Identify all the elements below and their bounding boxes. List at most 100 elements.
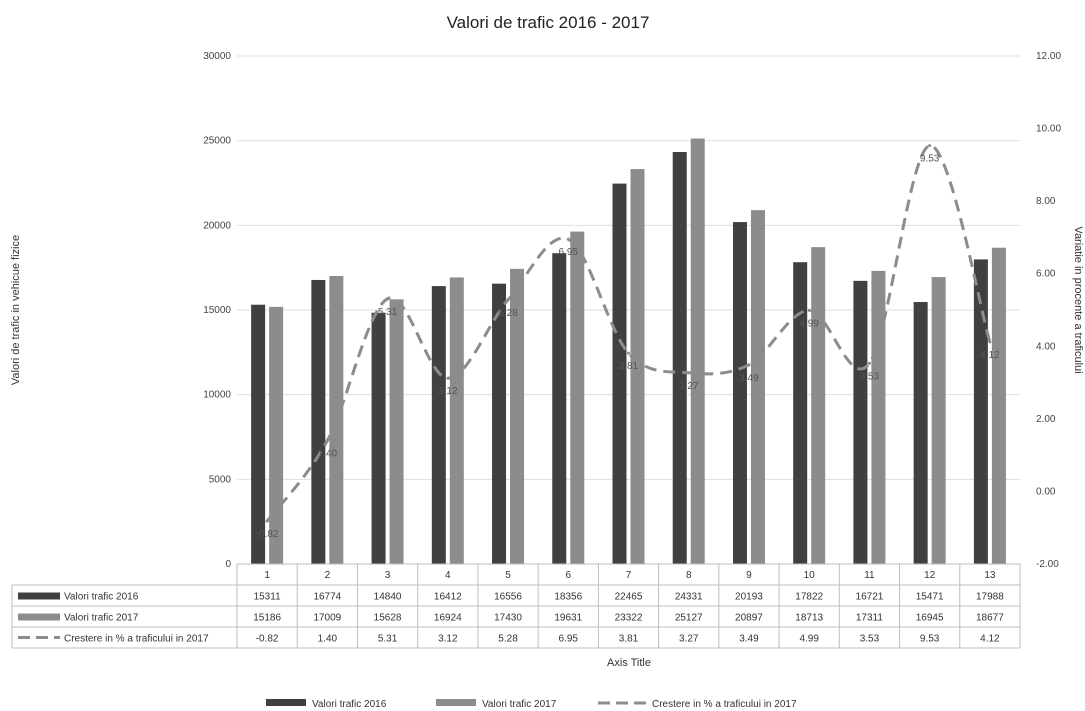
category-label: 2 <box>325 570 331 581</box>
table-cell: 4.12 <box>980 634 1000 645</box>
legend-label: Valori trafic 2017 <box>482 699 557 710</box>
y-tick-label: 25000 <box>203 136 231 147</box>
line-point <box>747 363 751 367</box>
bar <box>612 183 627 565</box>
table-cell: 16945 <box>916 613 944 624</box>
left-axis: 0 5000 10000 15000 20000 25000 30000 <box>203 51 231 570</box>
bar-series <box>251 138 1006 565</box>
line-point <box>988 340 992 344</box>
bar <box>913 302 928 564</box>
bar <box>552 253 567 564</box>
line-point <box>807 308 811 312</box>
table-cell: 15471 <box>916 592 944 603</box>
bar <box>449 277 464 564</box>
line-point <box>325 439 329 443</box>
table-cell: -0.82 <box>256 634 279 645</box>
table-cell: 1.40 <box>318 634 338 645</box>
y2-tick-label: 0.00 <box>1036 486 1056 497</box>
table-legend-key <box>18 613 60 621</box>
line-point-label: 5.31 <box>378 307 398 318</box>
line-point-label: 5.28 <box>498 308 518 319</box>
category-label: 9 <box>746 570 752 581</box>
table-cell: 17311 <box>856 613 884 624</box>
line-point-label: 3.81 <box>619 361 639 372</box>
category-label: 13 <box>984 570 996 581</box>
y2-tick-label: 4.00 <box>1036 341 1056 352</box>
table-cell: 25127 <box>675 613 703 624</box>
bar <box>672 151 687 565</box>
line-point-label: 1.40 <box>318 449 338 460</box>
y-tick-label: 30000 <box>203 51 231 62</box>
x-axis-label: Axis Title <box>607 657 651 669</box>
category-label: 10 <box>804 570 816 581</box>
table-cell: 17988 <box>976 592 1004 603</box>
table-cell: 17430 <box>494 613 522 624</box>
y2-tick-label: -2.00 <box>1036 559 1059 570</box>
line-point <box>627 351 630 355</box>
table-cell: 15628 <box>374 613 402 624</box>
table-cell: 9.53 <box>920 634 940 645</box>
table-cell: 3.49 <box>739 634 759 645</box>
line-point <box>566 237 570 241</box>
line-point <box>928 144 932 148</box>
y-tick-label: 5000 <box>209 474 232 485</box>
y-tick-label: 10000 <box>203 390 231 401</box>
bar <box>690 138 705 565</box>
table-cell: 24331 <box>675 592 703 603</box>
table-cell: 15186 <box>253 613 281 624</box>
line-point-label: 3.12 <box>438 386 458 397</box>
table-cell: 3.81 <box>619 634 639 645</box>
table-cell: 3.53 <box>860 634 880 645</box>
y2-tick-label: 12.00 <box>1036 51 1061 62</box>
table-cell: 16924 <box>434 613 462 624</box>
bar <box>871 270 886 564</box>
table-series-name: Valori trafic 2016 <box>64 592 139 603</box>
table-cell: 5.31 <box>378 634 398 645</box>
bar-series-1 <box>251 151 988 565</box>
category-label: 12 <box>924 570 936 581</box>
bar <box>991 247 1006 564</box>
bar <box>811 247 826 564</box>
bar <box>269 306 284 564</box>
table-cell: 20193 <box>735 592 763 603</box>
bar <box>492 283 507 564</box>
table-series-name: Valori trafic 2017 <box>64 613 139 624</box>
table-cell: 20897 <box>735 613 763 624</box>
table-cell: 5.28 <box>498 634 518 645</box>
bar <box>853 280 868 564</box>
y-tick-label: 20000 <box>203 220 231 231</box>
table-cell: 15311 <box>254 592 282 603</box>
line-point-label: 3.27 <box>679 381 699 392</box>
category-label: 8 <box>686 570 692 581</box>
category-label: 4 <box>445 570 451 581</box>
table-cell: 23322 <box>615 613 643 624</box>
category-label: 11 <box>864 570 875 581</box>
right-axis: -2.00 0.00 2.00 4.00 6.00 8.00 10.00 12.00 <box>1036 51 1061 570</box>
table-cell: 14840 <box>374 592 402 603</box>
table-cell: 4.99 <box>799 634 819 645</box>
table-cell: 19631 <box>554 613 582 624</box>
bar <box>389 299 404 564</box>
bar <box>251 304 266 564</box>
bar <box>510 268 525 564</box>
legend-label: Crestere in % a traficului in 2017 <box>652 699 797 710</box>
line-point-label: 6.95 <box>559 247 579 258</box>
y-tick-label: 15000 <box>203 305 231 316</box>
category-label: 6 <box>565 570 571 581</box>
bar <box>931 277 946 564</box>
table-cell: 16412 <box>434 592 462 603</box>
table-cell: 3.12 <box>438 634 458 645</box>
category-label: 3 <box>385 570 391 581</box>
table-cell: 18713 <box>795 613 823 624</box>
category-label: 1 <box>264 570 270 581</box>
legend-key <box>266 699 306 706</box>
y-axis-label: Valori de trafic in vehicue fizice <box>10 235 22 385</box>
line-point-label: 9.53 <box>920 154 940 165</box>
y-tick-label: 0 <box>225 559 231 570</box>
category-label: 7 <box>626 570 632 581</box>
line-point-label: -0.82 <box>256 529 279 540</box>
line-point-label: 4.12 <box>980 350 1000 361</box>
table-cell: 16556 <box>494 592 522 603</box>
table-cell: 16721 <box>856 592 884 603</box>
